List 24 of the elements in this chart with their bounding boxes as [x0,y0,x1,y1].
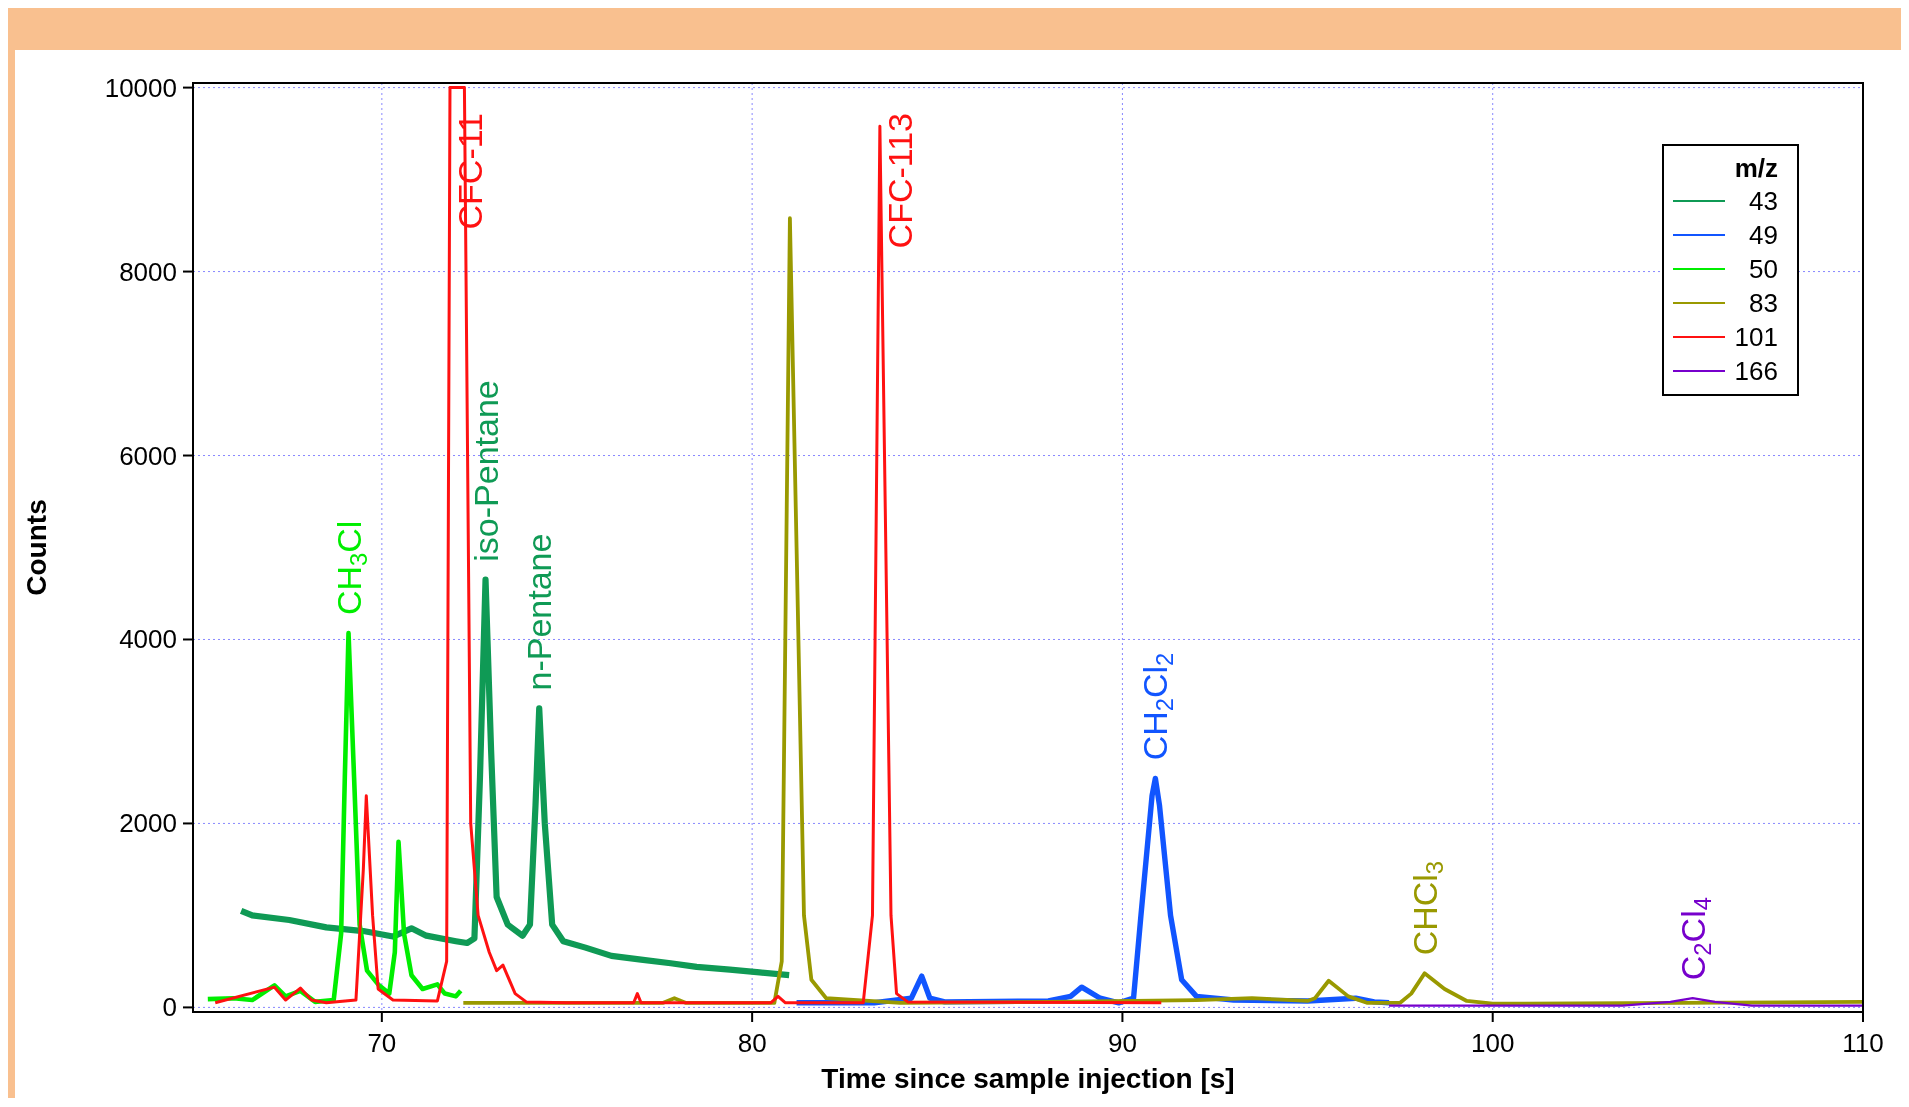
annotation: CFC-113 [880,113,919,249]
x-tick-label: 70 [367,1028,397,1058]
x-tick-label: 90 [1107,1028,1137,1058]
x-tick-label: 80 [737,1028,767,1058]
y-tick-label: 8000 [119,256,177,287]
legend-label: 101 [1734,322,1778,352]
y-tick-label: 10000 [104,72,177,103]
x-tick-label: 110 [1842,1028,1884,1058]
y-tick-label: 6000 [119,440,177,471]
x-axis-title: Time since sample injection [s] [821,1063,1235,1094]
y-tick-label: 0 [162,992,177,1023]
legend-label: 50 [1749,254,1778,284]
legend-title: m/z [1734,153,1778,183]
y-tick-label: 2000 [119,808,177,839]
x-tick-label: 100 [1471,1028,1515,1058]
annotation: n-Pentane [520,533,559,691]
annotation: iso-Pentane [466,380,505,562]
legend-label: 43 [1749,186,1778,216]
y-axis-title: Counts [21,499,52,596]
legend-label: 166 [1734,356,1778,386]
legend-label: 83 [1749,288,1778,318]
line-series [205,630,464,1005]
legend-label: 49 [1749,220,1778,250]
y-tick-label: 4000 [119,624,177,655]
